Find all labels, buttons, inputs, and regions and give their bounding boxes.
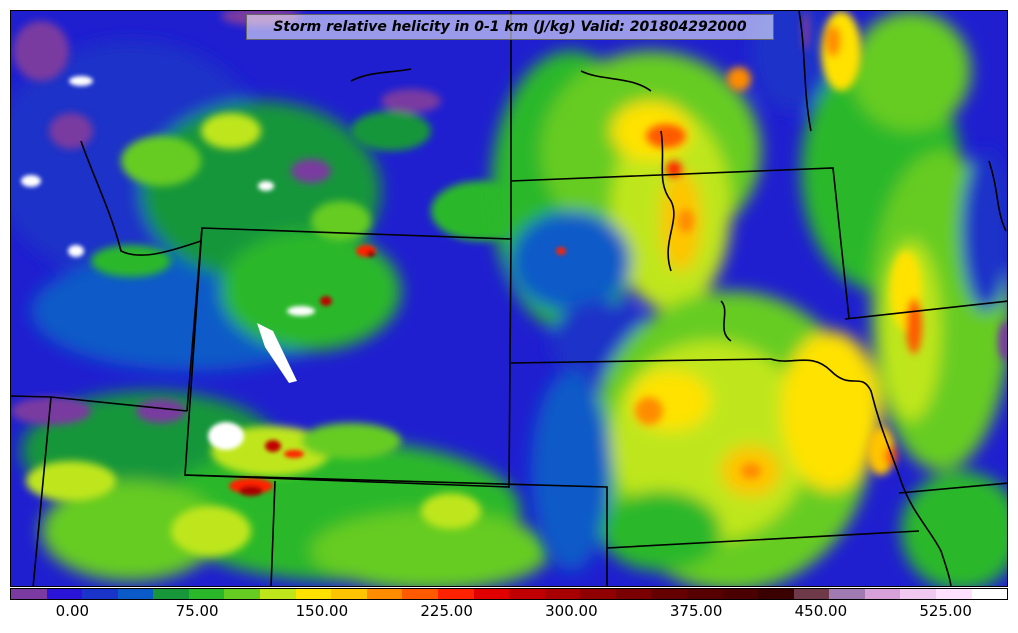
eastern-field: [491, 11, 1007, 586]
colorbar-tick-label: 225.00: [420, 602, 473, 620]
colorbar-segment: [46, 589, 83, 599]
colorbar-segment: [829, 589, 865, 599]
colorbar-segment: [864, 589, 901, 599]
colorbar: [10, 588, 1008, 600]
colorbar-segment: [793, 589, 830, 599]
colorbar-tick-label: 0.00: [55, 602, 90, 620]
colorbar-segment: [331, 589, 367, 599]
colorbar-segment: [153, 589, 189, 599]
colorbar-segment: [82, 589, 118, 599]
colorbar-segment: [260, 589, 296, 599]
colorbar-segment: [117, 589, 154, 599]
state-borders: [11, 11, 1007, 586]
colorbar-tick-label: 525.00: [919, 602, 972, 620]
colorbar-segment: [366, 589, 403, 599]
map-panel: [10, 10, 1008, 587]
colorbar-segment: [437, 589, 474, 599]
colorbar-segment: [188, 589, 225, 599]
colorbar-segment: [580, 589, 616, 599]
colorbar-segment: [900, 589, 937, 599]
colorbar-segment: [971, 589, 1007, 599]
colorbar-segment: [473, 589, 510, 599]
colorbar-segment: [758, 589, 794, 599]
colorbar-tick-label: 375.00: [669, 602, 723, 620]
colorbar-segment: [936, 589, 972, 599]
colorbar-segment: [509, 589, 545, 599]
colorbar-segment: [544, 589, 581, 599]
hotspots: [229, 245, 566, 496]
colorbar-segment: [224, 589, 261, 599]
western-field: [11, 41, 551, 586]
map-title: Storm relative helicity in 0-1 km (J/kg)…: [246, 14, 774, 40]
white-patches: [21, 76, 315, 450]
map-field: [11, 11, 1007, 586]
colorbar-segment: [295, 589, 332, 599]
colorbar-segment: [651, 589, 687, 599]
colorbar-segment: [722, 589, 759, 599]
colorbar-tick-label: 300.00: [545, 602, 598, 620]
colorbar-segment: [615, 589, 652, 599]
colorbar-ticks: 0.00 75.00 150.00 225.00 300.00 375.00 450.00 5…: [10, 600, 1008, 630]
colorbar-tick-label: 450.00: [794, 602, 848, 620]
colorbar-segment: [11, 589, 47, 599]
colorbar-segment: [686, 589, 723, 599]
colorbar-segment: [402, 589, 438, 599]
colorbar-tick-label: 75.00: [175, 602, 219, 620]
colorbar-tick-label: 150.00: [295, 602, 349, 620]
